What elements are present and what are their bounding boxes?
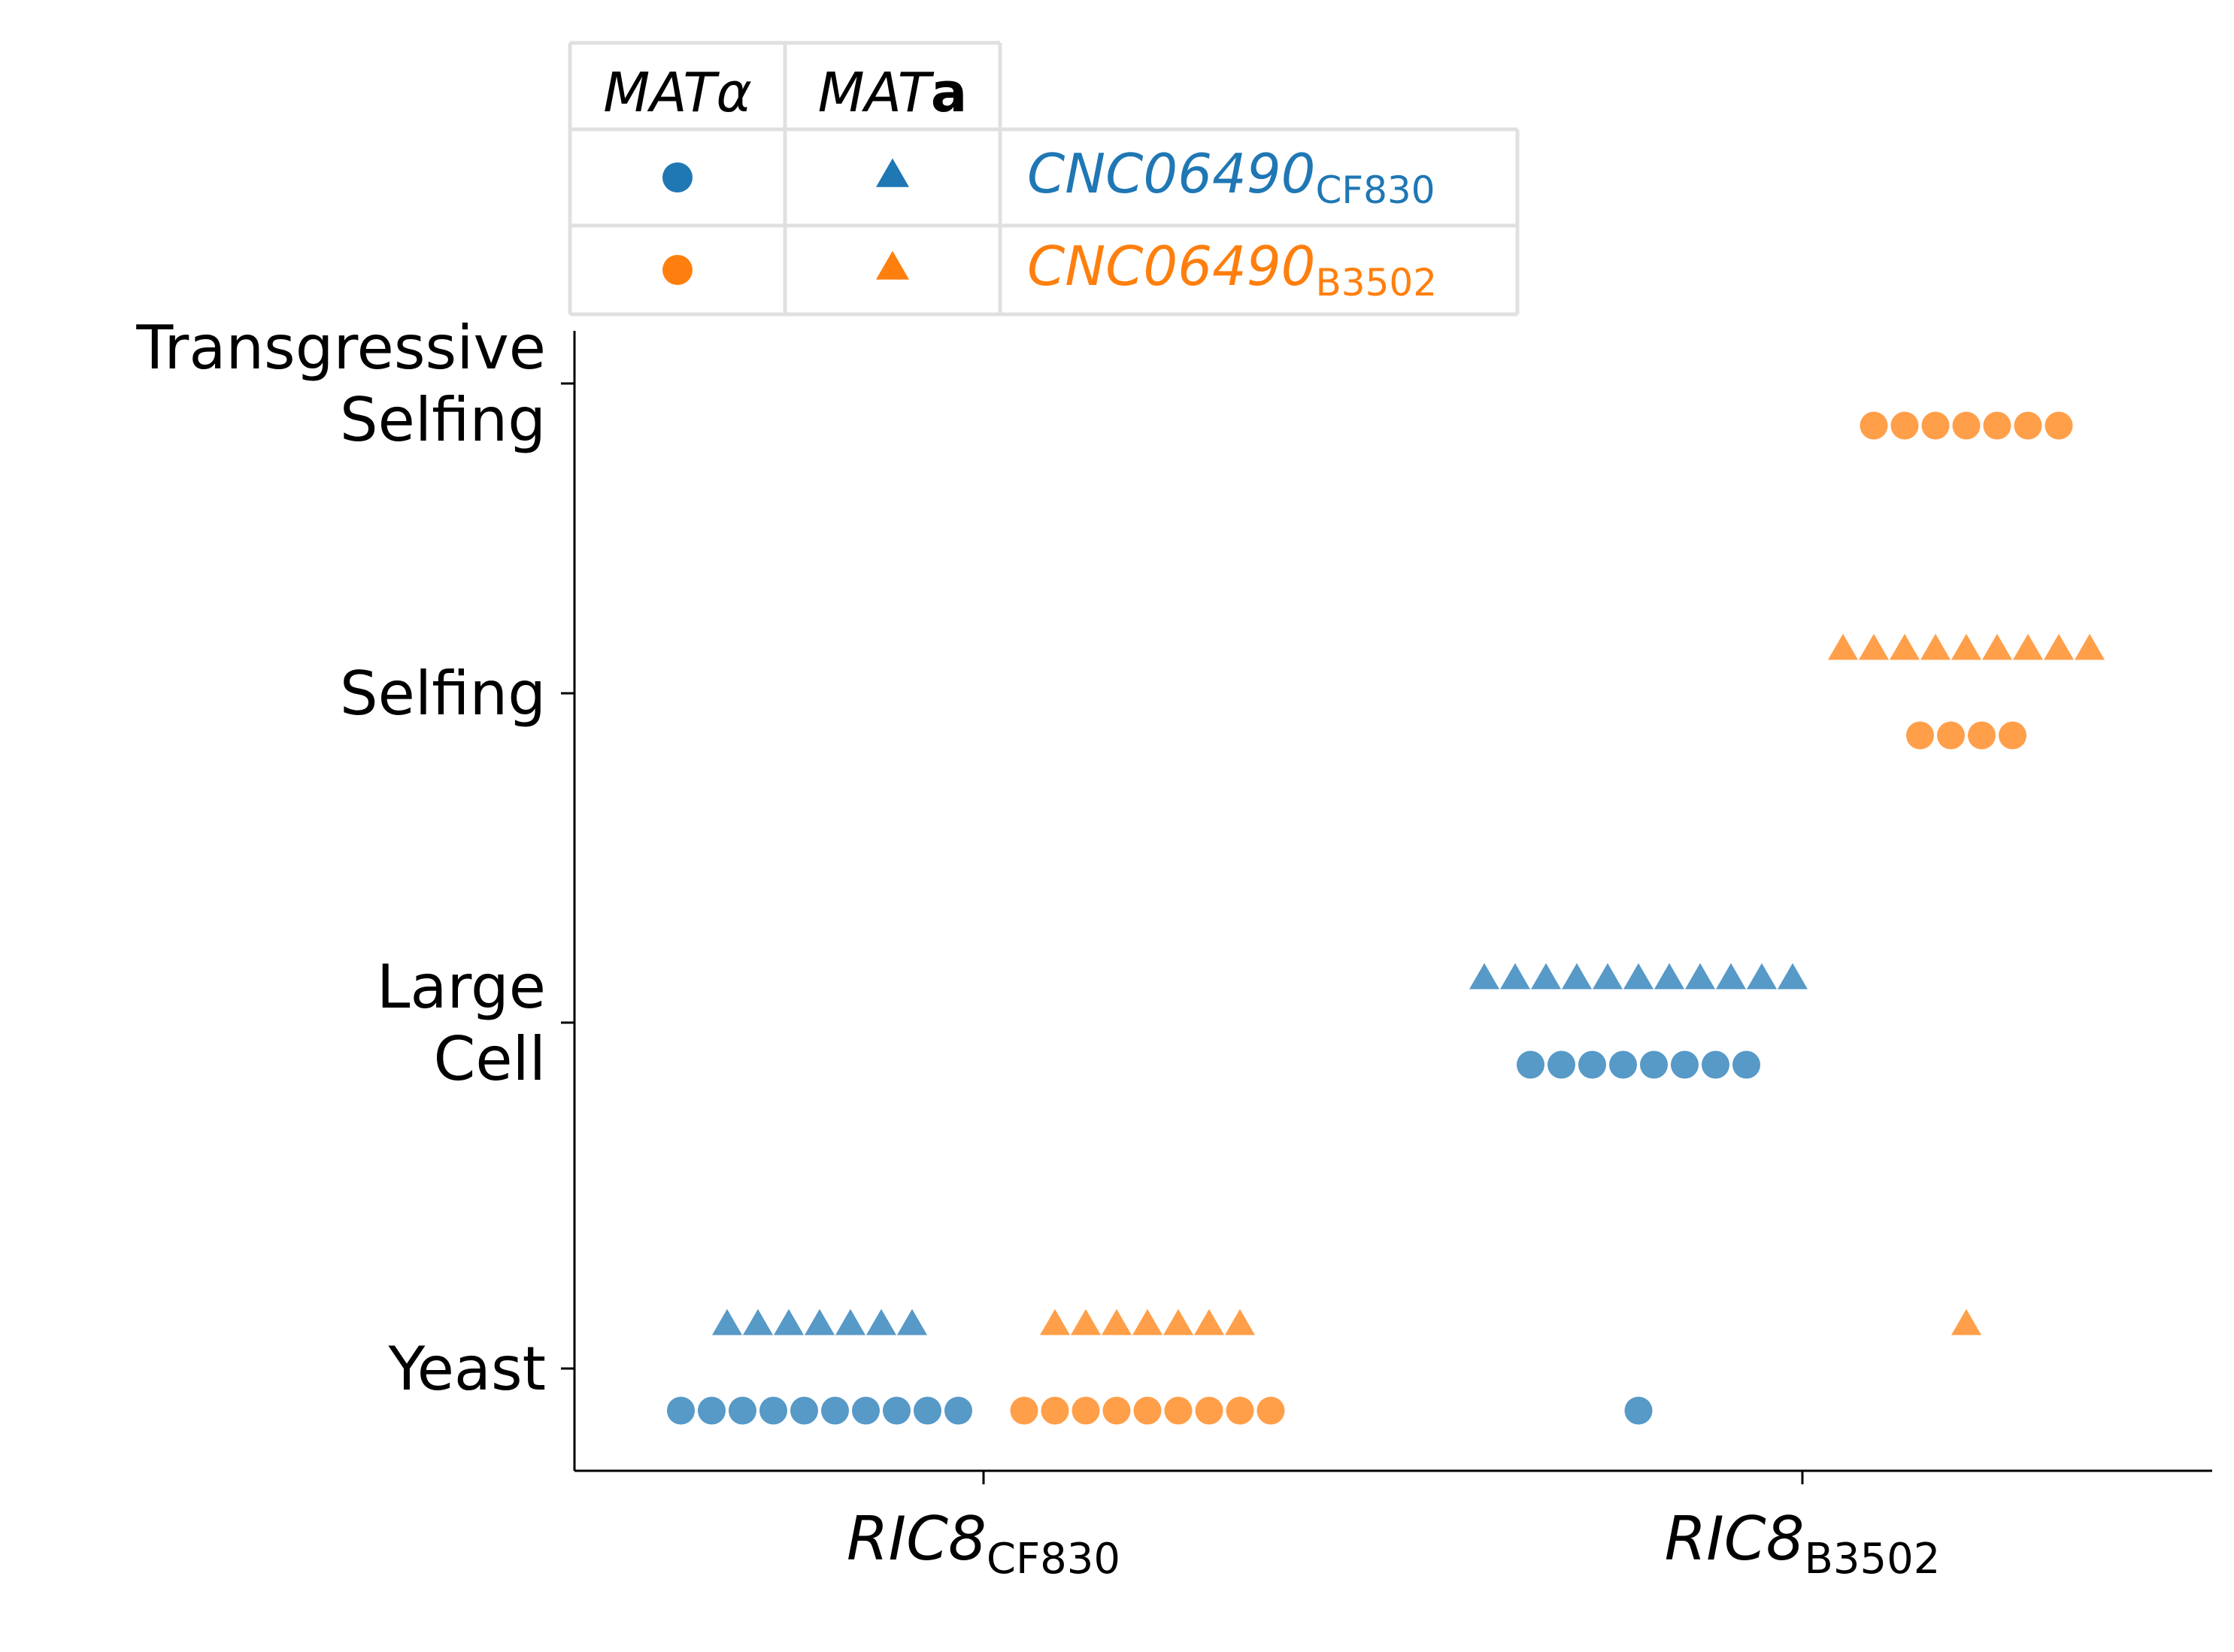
data-point-circle — [1517, 1050, 1544, 1079]
data-point-triangle — [743, 1308, 773, 1335]
data-point-triangle — [1163, 1308, 1193, 1335]
data-point-triangle — [1623, 962, 1654, 990]
data-point-triangle — [1071, 1308, 1101, 1335]
legend-gene-label: CNC06490CF830 — [1027, 142, 1435, 212]
data-point-triangle — [774, 1308, 804, 1335]
data-points — [667, 411, 2105, 1425]
data-point-triangle — [897, 1308, 927, 1335]
data-point-circle — [821, 1396, 849, 1425]
legend-circle-marker — [662, 162, 693, 192]
data-point-circle — [2014, 411, 2042, 440]
x-tick-label: RIC8CF830 — [847, 1504, 1120, 1584]
data-point-circle — [1010, 1396, 1038, 1425]
data-point-triangle — [1500, 962, 1530, 990]
legend-header: MATa — [818, 61, 968, 124]
data-point-circle — [1890, 411, 1919, 440]
data-point-circle — [698, 1396, 726, 1425]
y-tick-label: Transgressive — [135, 313, 546, 383]
data-point-circle — [1547, 1050, 1575, 1079]
data-point-circle — [1968, 721, 1996, 750]
data-point-circle — [1133, 1396, 1162, 1425]
data-point-circle — [1195, 1396, 1223, 1425]
data-point-circle — [1226, 1396, 1254, 1425]
data-point-circle — [1999, 721, 2026, 750]
data-point-circle — [1732, 1050, 1760, 1079]
y-tick-label: Cell — [433, 1024, 546, 1094]
data-point-circle — [1702, 1050, 1729, 1079]
data-point-triangle — [1225, 1308, 1255, 1335]
data-point-triangle — [1194, 1308, 1224, 1335]
data-point-circle — [2045, 411, 2073, 440]
data-point-triangle — [2044, 633, 2074, 660]
data-point-circle — [1164, 1396, 1193, 1425]
data-point-triangle — [1778, 962, 1808, 990]
data-point-circle — [1983, 411, 2011, 440]
data-point-triangle — [1654, 962, 1684, 990]
axes: YeastLargeCellSelfingTransgressiveSelfin… — [135, 313, 2212, 1584]
y-tick-label: Large — [377, 952, 546, 1022]
data-point-circle — [1624, 1396, 1653, 1425]
data-point-circle — [667, 1396, 695, 1425]
y-tick-label: Selfing — [340, 659, 546, 729]
data-point-triangle — [1593, 962, 1623, 990]
data-point-triangle — [1469, 962, 1499, 990]
data-point-circle — [1072, 1396, 1100, 1425]
data-point-circle — [1640, 1050, 1668, 1079]
data-point-triangle — [1747, 962, 1777, 990]
data-point-circle — [1937, 721, 1965, 750]
data-point-circle — [1906, 721, 1934, 750]
data-point-triangle — [1716, 962, 1746, 990]
legend-triangle-marker — [876, 250, 909, 280]
legend-triangle-marker — [876, 158, 909, 187]
legend-gene-label: CNC06490B3502 — [1027, 235, 1437, 305]
data-point-circle — [1671, 1050, 1699, 1079]
data-point-triangle — [712, 1308, 742, 1335]
data-point-circle — [1609, 1050, 1637, 1079]
data-point-circle — [790, 1396, 818, 1425]
data-point-triangle — [1920, 633, 1951, 660]
legend: MATα MATa CNC06490CF830 CNC06490B3502 — [568, 41, 1520, 317]
data-point-triangle — [1102, 1308, 1132, 1335]
y-tick-label: Selfing — [340, 385, 546, 455]
data-point-triangle — [1951, 633, 1981, 660]
data-point-triangle — [1859, 633, 1889, 660]
data-point-circle — [883, 1396, 911, 1425]
data-point-triangle — [1685, 962, 1715, 990]
data-point-triangle — [835, 1308, 865, 1335]
data-point-circle — [1041, 1396, 1069, 1425]
data-point-triangle — [1982, 633, 2012, 660]
data-point-circle — [1921, 411, 1950, 440]
data-point-circle — [914, 1396, 941, 1425]
data-point-triangle — [1828, 633, 1858, 660]
data-point-triangle — [1951, 1308, 1981, 1335]
data-point-triangle — [866, 1308, 896, 1335]
data-point-triangle — [1562, 962, 1592, 990]
data-point-circle — [729, 1396, 756, 1425]
data-point-triangle — [1531, 962, 1561, 990]
y-tick-label: Yeast — [387, 1334, 546, 1404]
data-point-circle — [759, 1396, 787, 1425]
data-point-triangle — [2075, 633, 2105, 660]
data-point-circle — [1256, 1396, 1285, 1425]
data-point-circle — [852, 1396, 880, 1425]
legend-circle-marker — [662, 255, 693, 285]
data-point-circle — [1952, 411, 1981, 440]
data-point-circle — [1578, 1050, 1606, 1079]
data-point-circle — [1860, 411, 1888, 440]
data-point-triangle — [1890, 633, 1920, 660]
x-tick-label: RIC8B3502 — [1665, 1504, 1941, 1584]
data-point-triangle — [1132, 1308, 1162, 1335]
data-point-triangle — [1040, 1308, 1070, 1335]
data-point-circle — [1102, 1396, 1131, 1425]
legend-header: MATα — [603, 61, 752, 124]
data-point-circle — [944, 1396, 972, 1425]
data-point-triangle — [805, 1308, 835, 1335]
data-point-triangle — [2013, 633, 2043, 660]
